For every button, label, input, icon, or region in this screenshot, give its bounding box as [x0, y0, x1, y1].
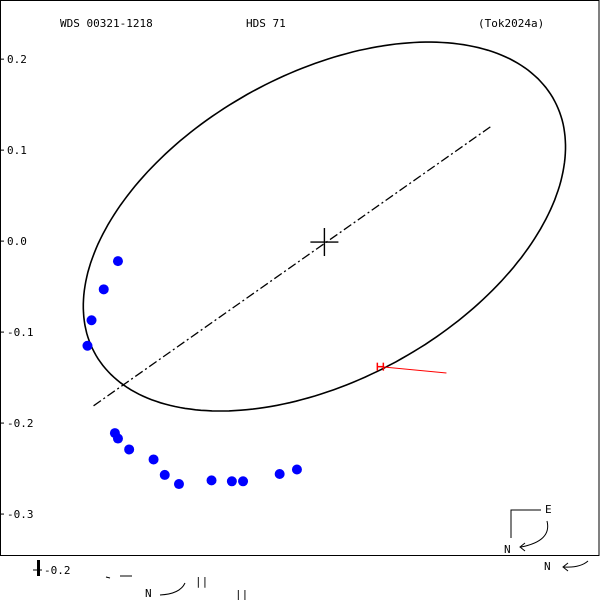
compass-east-label: E — [545, 503, 552, 516]
scale-bar-icon — [37, 560, 40, 576]
compass-arrow-icon — [520, 520, 549, 548]
north-label-right: N — [544, 560, 551, 573]
pipe-label-1: || — [195, 575, 208, 588]
observation-point — [112, 256, 123, 267]
observations-layer — [82, 256, 302, 490]
y-tick-label: 0.0 — [7, 235, 27, 248]
pipe-label-2: || — [235, 588, 248, 600]
line-of-apsides — [93, 125, 493, 407]
small-tick-fragment — [105, 576, 111, 579]
observation-point — [159, 469, 170, 480]
scale-label: -0.2 — [44, 564, 71, 577]
orbit-layer — [82, 41, 567, 412]
discoverer-label: HDS 71 — [246, 17, 286, 30]
observation-point — [206, 475, 217, 486]
orbit-ellipse — [82, 41, 567, 412]
observation-point — [274, 469, 285, 480]
north-arrow-right-icon — [563, 560, 589, 568]
y-tick-label: -0.1 — [7, 326, 34, 339]
wds-id-label: WDS 00321-1218 — [60, 17, 153, 30]
observation-point — [124, 444, 135, 455]
y-tick-label: -0.2 — [7, 417, 34, 430]
observation-point — [226, 476, 237, 487]
north-label-left: N — [145, 587, 152, 600]
observation-point — [86, 315, 97, 326]
y-axis-ticks: 0.2 0.1 0.0 -0.1 -0.2 -0.3 — [0, 53, 34, 521]
observation-point — [82, 340, 93, 351]
bottom-fragments: N -0.2 N || || — [33, 560, 589, 600]
observation-point — [291, 464, 302, 475]
compass-north-label: N — [504, 543, 511, 556]
north-arrow-left-icon — [159, 582, 186, 596]
compass-icon: E N — [504, 503, 552, 556]
y-tick-label: 0.1 — [7, 144, 27, 157]
observation-point — [148, 454, 159, 465]
observation-point — [112, 433, 123, 444]
plot-frame — [0, 0, 600, 556]
observation-point — [238, 476, 249, 487]
observation-point — [98, 284, 109, 295]
reference-label: (Tok2024a) — [478, 17, 544, 30]
observation-point — [173, 479, 184, 490]
y-tick-label: 0.2 — [7, 53, 27, 66]
residual-line — [380, 366, 447, 374]
y-tick-label: -0.3 — [7, 508, 34, 521]
